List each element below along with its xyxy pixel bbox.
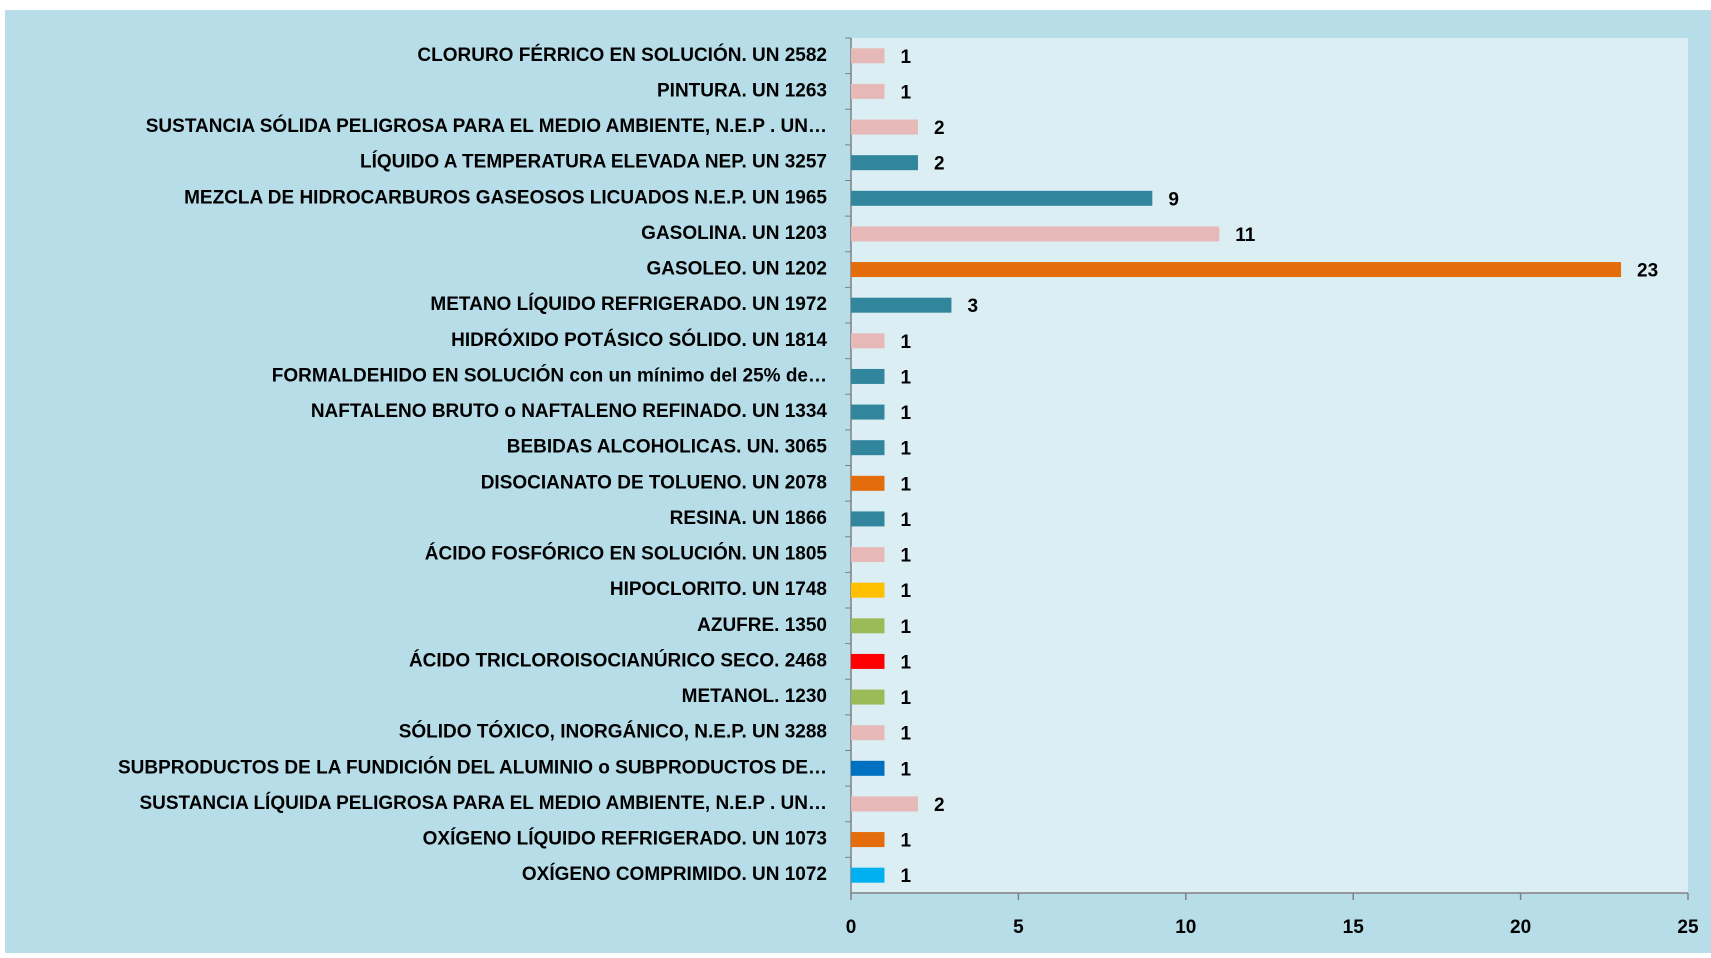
value-label: 1 bbox=[900, 439, 911, 460]
bar bbox=[851, 653, 885, 669]
value-label: 1 bbox=[900, 831, 911, 852]
value-label: 1 bbox=[900, 47, 911, 68]
value-label: 1 bbox=[900, 82, 911, 103]
x-tick-label: 20 bbox=[1510, 917, 1531, 938]
y-tick-label: RESINA. UN 1866 bbox=[670, 508, 827, 529]
value-label: 2 bbox=[934, 795, 945, 816]
value-label: 1 bbox=[900, 688, 911, 709]
bar bbox=[851, 297, 952, 313]
bar bbox=[851, 725, 885, 741]
y-tick-label: SUBPRODUCTOS DE LA FUNDICIÓN DEL ALUMINI… bbox=[118, 756, 827, 778]
y-tick-label: ÁCIDO FOSFÓRICO EN SOLUCIÓN. UN 1805 bbox=[425, 543, 828, 565]
value-label: 1 bbox=[900, 546, 911, 567]
bar bbox=[851, 226, 1220, 242]
bar bbox=[851, 689, 885, 705]
bar bbox=[851, 511, 885, 527]
bar bbox=[851, 404, 885, 420]
bar bbox=[851, 475, 885, 491]
value-label: 1 bbox=[900, 581, 911, 602]
value-label: 1 bbox=[900, 617, 911, 638]
y-tick-label: GASOLEO. UN 1202 bbox=[646, 259, 827, 280]
y-tick-label: HIPOCLORITO. UN 1748 bbox=[610, 579, 827, 600]
x-tick-label: 10 bbox=[1175, 917, 1196, 938]
y-tick-label: PINTURA. UN 1263 bbox=[657, 80, 827, 101]
y-tick-label: METANOL. 1230 bbox=[682, 686, 827, 707]
y-tick-label: LÍQUIDO A TEMPERATURA ELEVADA NEP. UN 32… bbox=[360, 151, 827, 173]
y-tick-label: FORMALDEHIDO EN SOLUCIÓN con un mínimo d… bbox=[272, 364, 827, 386]
y-tick-label: SUSTANCIA SÓLIDA PELIGROSA PARA EL MEDIO… bbox=[146, 115, 827, 137]
y-tick-label: AZUFRE. 1350 bbox=[697, 615, 827, 636]
x-tick-label: 5 bbox=[1013, 917, 1024, 938]
x-tick-label: 0 bbox=[846, 917, 857, 938]
y-tick-label: HIDRÓXIDO POTÁSICO SÓLIDO. UN 1814 bbox=[451, 329, 827, 351]
bar bbox=[851, 760, 885, 776]
y-tick-label: NAFTALENO BRUTO o NAFTALENO REFINADO. UN… bbox=[311, 401, 828, 422]
value-label: 9 bbox=[1168, 189, 1179, 210]
bar bbox=[851, 547, 885, 563]
value-label: 1 bbox=[900, 866, 911, 887]
bar bbox=[851, 440, 885, 456]
bar bbox=[851, 155, 918, 171]
bar bbox=[851, 190, 1153, 206]
bar bbox=[851, 333, 885, 349]
value-label: 11 bbox=[1235, 225, 1256, 246]
value-label: 1 bbox=[900, 332, 911, 353]
y-tick-label: OXÍGENO COMPRIMIDO. UN 1072 bbox=[522, 863, 827, 885]
y-tick-label: SUSTANCIA LÍQUIDA PELIGROSA PARA EL MEDI… bbox=[139, 792, 827, 814]
value-label: 1 bbox=[900, 510, 911, 531]
bar bbox=[851, 119, 918, 135]
plot-area bbox=[851, 38, 1688, 893]
bar bbox=[851, 83, 885, 99]
y-tick-label: GASOLINA. UN 1203 bbox=[641, 223, 827, 244]
bar bbox=[851, 48, 885, 64]
bar bbox=[851, 582, 885, 598]
bar bbox=[851, 618, 885, 634]
y-tick-label: MEZCLA DE HIDROCARBUROS GASEOSOS LICUADO… bbox=[184, 187, 827, 208]
y-tick-label: SÓLIDO TÓXICO, INORGÁNICO, N.E.P. UN 328… bbox=[399, 721, 827, 743]
value-label: 1 bbox=[900, 759, 911, 780]
value-label: 1 bbox=[900, 367, 911, 388]
bar bbox=[851, 832, 885, 848]
value-label: 1 bbox=[900, 724, 911, 745]
value-label: 23 bbox=[1637, 261, 1658, 282]
y-tick-label: ÁCIDO TRICLOROISOCIANÚRICO SECO. 2468 bbox=[409, 649, 827, 671]
bar bbox=[851, 368, 885, 384]
value-label: 3 bbox=[967, 296, 978, 317]
bar bbox=[851, 796, 918, 812]
y-tick-label: CLORURO FÉRRICO EN SOLUCIÓN. UN 2582 bbox=[417, 44, 827, 66]
x-tick-label: 25 bbox=[1677, 917, 1699, 938]
y-tick-label: METANO LÍQUIDO REFRIGERADO. UN 1972 bbox=[430, 293, 827, 315]
bar bbox=[851, 262, 1622, 278]
y-tick-label: OXÍGENO LÍQUIDO REFRIGERADO. UN 1073 bbox=[423, 828, 827, 850]
y-tick-label: BEBIDAS ALCOHOLICAS. UN. 3065 bbox=[507, 437, 828, 458]
value-label: 1 bbox=[900, 403, 911, 424]
y-tick-label: DISOCIANATO DE TOLUENO. UN 2078 bbox=[481, 472, 827, 493]
value-label: 2 bbox=[934, 154, 945, 175]
bar bbox=[851, 867, 885, 883]
value-label: 1 bbox=[900, 474, 911, 495]
x-tick-label: 15 bbox=[1343, 917, 1365, 938]
value-label: 2 bbox=[934, 118, 945, 139]
value-label: 1 bbox=[900, 652, 911, 673]
